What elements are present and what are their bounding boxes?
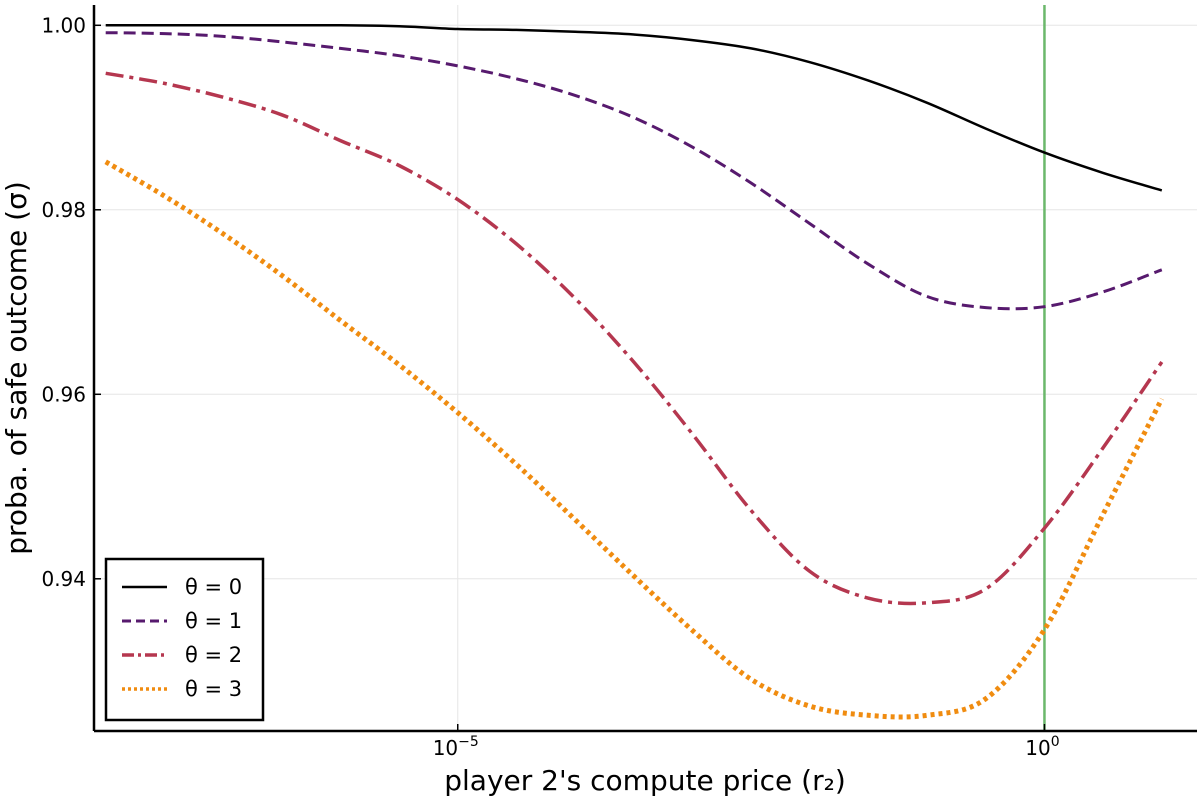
legend: θ = 0 θ = 1 θ = 2 θ = 3 bbox=[104, 557, 265, 722]
y-axis-label: proba. of safe outcome (σ) bbox=[0, 181, 33, 555]
x-axis-label: player 2's compute price (r₂) bbox=[444, 764, 846, 797]
legend-label-theta-0: θ = 0 bbox=[185, 575, 242, 599]
series-line-theta-3 bbox=[104, 159, 1165, 720]
y-tick-label: 0.98 bbox=[41, 198, 86, 222]
y-tick-label: 0.96 bbox=[41, 382, 86, 406]
x-tick-label: 10−5 bbox=[433, 734, 479, 760]
legend-items: θ = 0 θ = 1 θ = 2 θ = 3 bbox=[122, 575, 242, 701]
series-line-theta-1 bbox=[105, 31, 1163, 311]
y-tick-label: 1.00 bbox=[41, 13, 86, 37]
series-layer bbox=[104, 23, 1165, 720]
series-line-theta-2 bbox=[105, 71, 1164, 606]
y-tick-label: 0.94 bbox=[41, 567, 86, 591]
series-line-theta-0 bbox=[105, 23, 1163, 192]
legend-label-theta-1: θ = 1 bbox=[185, 609, 242, 633]
x-tick-label: 100 bbox=[1025, 734, 1059, 760]
axes bbox=[92, 5, 1197, 733]
tick-labels: 0.94 0.96 0.98 1.00 10−5 100 bbox=[41, 13, 1059, 760]
legend-label-theta-3: θ = 3 bbox=[185, 677, 242, 701]
legend-label-theta-2: θ = 2 bbox=[185, 643, 242, 667]
